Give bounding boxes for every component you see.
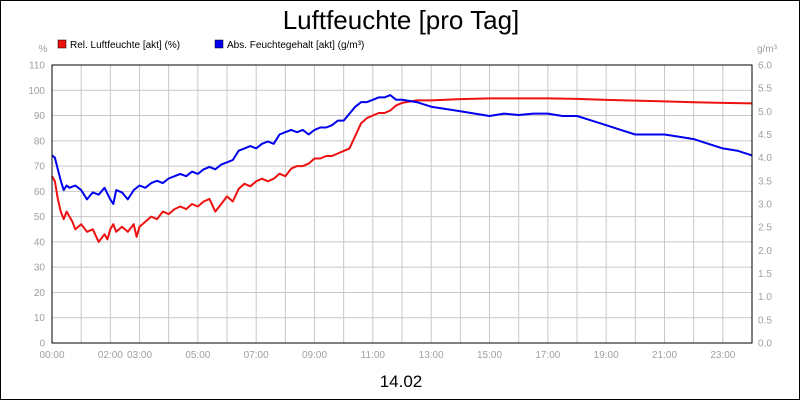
x-tick-label: 17:00 [535,350,560,361]
legend-label: Abs. Feuchtegehalt [akt] (g/m³) [227,40,364,51]
x-tick-label: 21:00 [652,350,677,361]
y-left-tick-label: 40 [34,237,46,248]
y-right-tick-label: 4.0 [758,153,772,164]
x-tick-label: 09:00 [302,350,327,361]
x-tick-label: 02:00 [98,350,123,361]
y-left-tick-label: 70 [34,162,46,173]
grid [51,64,753,344]
y-left-tick-label: 10 [34,313,46,324]
y-right-tick-label: 2.0 [758,246,772,257]
y-left-tick-label: 20 [34,288,46,299]
series-lines [51,94,753,243]
y-left-tick-label: 0 [39,339,45,350]
y-left-tick-label: 60 [34,187,46,198]
x-tick-label: 23:00 [710,350,735,361]
date-label: 14.02 [380,372,423,391]
axis-labels: 0 10 20 30 40 50 60 70 80 90 100 110 0.0 0.5 1.0 1.5 2.0… [28,61,772,362]
y-left-tick-label: 50 [34,212,46,223]
y-right-tick-label: 5.5 [758,84,772,95]
y-right-tick-label: 2.5 [758,223,772,234]
y-left-tick-label: 80 [34,136,46,147]
x-tick-label: 00:00 [39,350,64,361]
y-left-tick-label: 90 [34,111,46,122]
right-axis-unit: g/m³ [757,44,778,55]
y-right-tick-label: 1.5 [758,269,772,280]
series-line-rel-humidity [51,97,753,243]
x-tick-label: 13:00 [419,350,444,361]
legend: Rel. Luftfeuchte [akt] (%) Abs. Feuchtege… [57,39,364,51]
y-left-tick-label: 100 [28,86,45,97]
x-tick-label: 11:00 [361,350,386,361]
y-right-tick-label: 0.5 [758,315,772,326]
y-left-tick-label: 110 [29,61,45,72]
legend-label: Rel. Luftfeuchte [akt] (%) [70,40,180,51]
y-right-tick-label: 4.5 [758,130,772,141]
y-right-tick-label: 5.0 [758,107,772,118]
legend-swatch [214,39,224,49]
y-right-tick-label: 0.0 [758,339,772,350]
left-axis-unit: % [39,44,48,55]
series-line-abs-humidity [51,94,753,205]
x-tick-label: 15:00 [477,350,502,361]
y-right-tick-label: 1.0 [758,292,772,303]
y-right-tick-label: 6.0 [758,61,772,72]
x-tick-label: 03:00 [127,350,152,361]
legend-swatch [57,39,67,49]
y-right-tick-label: 3.5 [758,176,772,187]
x-tick-label: 05:00 [185,350,210,361]
x-tick-label: 19:00 [594,350,619,361]
x-tick-label: 07:00 [244,350,269,361]
plot-area-border [51,64,753,344]
y-left-tick-label: 30 [34,263,46,274]
chart-title: Luftfeuchte [pro Tag] [283,5,520,35]
y-right-tick-label: 3.0 [758,200,772,211]
